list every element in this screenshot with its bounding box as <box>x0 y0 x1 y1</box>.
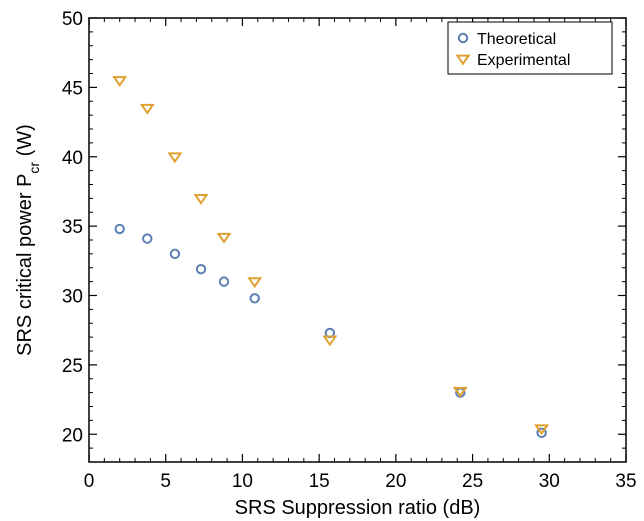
y-tick-label: 50 <box>62 9 83 30</box>
y-axis-title-main: SRS critical power P <box>14 174 36 356</box>
x-tick-label: 0 <box>84 471 95 492</box>
data-points <box>112 76 550 439</box>
axis-ticks <box>88 17 627 463</box>
triangle-point <box>216 232 232 244</box>
circle-point <box>114 223 125 235</box>
legend-marker <box>455 54 471 66</box>
triangle-point <box>247 277 263 289</box>
legend-marker <box>457 32 469 44</box>
legend: Theoretical Experimental <box>447 21 613 75</box>
circle-point <box>169 248 181 260</box>
x-tick-label: 20 <box>385 471 406 492</box>
circle-point <box>218 276 230 287</box>
x-tick-label: 35 <box>615 471 636 492</box>
series-experimental <box>112 76 550 436</box>
legend-entry-theoretical: Theoretical <box>457 31 556 48</box>
x-axis-title: SRS Suppression ratio (dB) <box>235 497 481 519</box>
x-tick-label: 15 <box>309 471 330 492</box>
y-tick-label: 25 <box>62 356 83 377</box>
series-theoretical <box>114 223 547 439</box>
plot-frame <box>88 17 627 463</box>
triangle-point <box>139 103 155 115</box>
y-tick-label: 35 <box>62 217 83 238</box>
tick-labels: 0 5 10 15 20 25 30 35 20 25 30 35 40 45 50 <box>62 9 637 492</box>
circle-point <box>142 233 153 244</box>
y-axis-title-unit: (W) <box>14 124 36 162</box>
triangle-point <box>112 76 128 87</box>
legend-box <box>447 21 613 75</box>
triangle-point <box>452 386 468 398</box>
x-tick-label: 25 <box>462 471 483 492</box>
triangle-point <box>534 424 550 436</box>
x-tick-label: 30 <box>539 471 560 492</box>
y-axis-title-subscript: cr <box>26 162 42 174</box>
triangle-point <box>193 194 209 205</box>
legend-marker-triangle <box>455 54 471 66</box>
circle-point <box>249 293 260 304</box>
y-axis-title: SRS critical power Pcr (W) <box>14 124 42 356</box>
x-tick-label: 10 <box>232 471 253 492</box>
circle-point <box>536 427 547 439</box>
triangle-point <box>322 335 338 347</box>
triangle-point <box>167 152 183 164</box>
x-tick-label: 5 <box>160 471 171 492</box>
circle-point <box>195 263 207 275</box>
y-tick-label: 45 <box>62 78 83 99</box>
legend-label-theoretical: Theoretical <box>477 31 556 48</box>
y-tick-label: 20 <box>62 425 83 446</box>
legend-label-experimental: Experimental <box>477 52 570 69</box>
y-tick-label: 40 <box>62 148 83 169</box>
legend-entry-experimental: Experimental <box>455 52 570 69</box>
y-tick-label: 30 <box>62 287 83 308</box>
legend-marker-circle <box>457 32 469 44</box>
